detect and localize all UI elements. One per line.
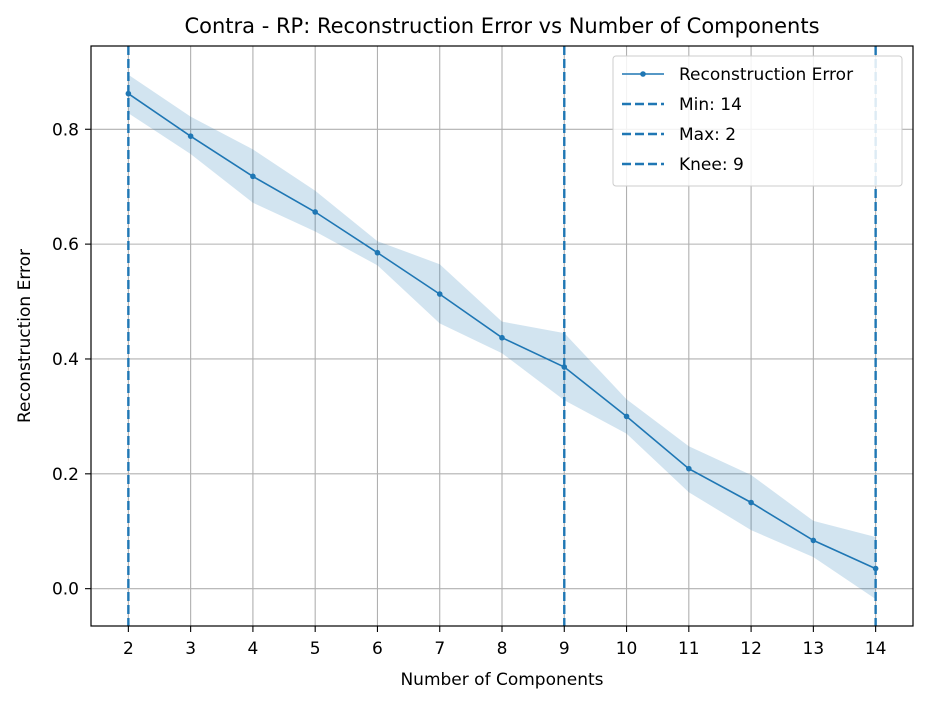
y-tick-label: 0.0: [52, 580, 79, 600]
data-point: [312, 209, 318, 215]
y-ticks: 0.0 0.2 0.4 0.6 0.8: [52, 120, 91, 600]
data-point: [125, 90, 132, 97]
chart-title: Contra - RP: Reconstruction Error vs Num…: [184, 14, 819, 38]
y-tick-label: 0.4: [52, 350, 79, 370]
x-tick-label: 11: [678, 639, 700, 659]
x-tick-label: 13: [803, 639, 825, 659]
x-tick-label: 10: [616, 639, 638, 659]
data-point: [374, 249, 381, 256]
legend-box: [612, 55, 903, 187]
y-tick-label: 0.8: [52, 120, 79, 140]
data-point: [872, 565, 879, 572]
data-point: [187, 133, 194, 139]
series-layer: [125, 90, 879, 572]
data-point: [686, 465, 692, 472]
x-tick-label: 5: [310, 639, 321, 659]
x-tick-label: 12: [740, 639, 762, 659]
data-point: [561, 364, 568, 370]
legend-label: Min: 14: [679, 95, 742, 115]
x-tick-label: 2: [123, 639, 134, 659]
data-point: [499, 334, 505, 341]
y-tick-label: 0.6: [52, 235, 79, 255]
data-point: [436, 291, 443, 297]
x-tick-label: 6: [372, 639, 383, 659]
x-tick-label: 8: [497, 639, 508, 659]
y-tick-label: 0.2: [52, 465, 79, 485]
data-point: [623, 413, 630, 420]
legend-label: Reconstruction Error: [679, 65, 853, 85]
x-tick-label: 9: [559, 639, 570, 659]
x-tick-label: 3: [185, 639, 196, 659]
x-axis-label: Number of Components: [400, 670, 603, 690]
x-tick-label: 7: [434, 639, 445, 659]
data-point: [250, 173, 256, 180]
x-tick-label: 14: [865, 639, 887, 659]
x-tick-label: 4: [247, 639, 258, 659]
x-ticks: 2 3 4 5 6 7 8 9 10 11 12 13 14: [123, 626, 887, 659]
legend-label: Knee: 9: [679, 155, 744, 175]
legend: Reconstruction Error Min: 14 Max: 2 Knee: 9: [612, 55, 903, 187]
legend-label: Max: 2: [679, 125, 736, 145]
y-axis-label: Reconstruction Error: [15, 249, 35, 423]
data-point: [748, 499, 754, 506]
legend-marker-point: [640, 71, 646, 77]
data-point: [810, 537, 817, 544]
